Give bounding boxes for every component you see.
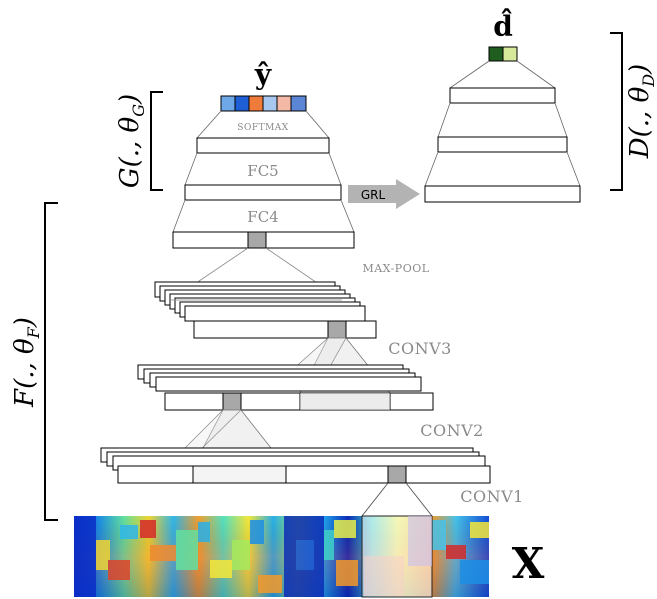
d-label: D(., θD)	[625, 64, 657, 159]
domain-cell-2	[502, 46, 518, 62]
softmax-cell-3	[248, 95, 264, 112]
conv2-label: CONV2	[420, 421, 484, 440]
conv2-unit	[222, 392, 242, 411]
fc5-label: FC5	[247, 162, 278, 180]
softmax-cell-2	[234, 95, 250, 112]
domain-classifier: d̂ D(., θD)	[424, 9, 657, 203]
softmax-cell-1	[220, 95, 236, 112]
fc4-unit	[247, 231, 267, 249]
f-bracket	[44, 202, 58, 521]
softmax-label: SOFTMAX	[237, 123, 289, 133]
fc5-output-layer	[196, 137, 330, 154]
conv1-unit	[387, 465, 407, 484]
fc5-layer	[184, 184, 342, 201]
domain-layer-3	[424, 185, 581, 203]
conv3-unit	[327, 320, 347, 339]
g-label: G(., θG)	[115, 94, 148, 188]
grl-label: GRL	[361, 188, 386, 202]
x-label: X	[512, 539, 545, 588]
domain-cell-1	[488, 46, 504, 62]
y-hat-label: ŷ	[254, 58, 272, 91]
conv2-feature-maps	[137, 364, 434, 411]
g-bracket	[150, 91, 163, 191]
gradient-reversal-layer: GRL	[348, 179, 420, 209]
conv3-label: CONV3	[388, 339, 452, 358]
d-bracket	[610, 32, 623, 191]
f-label: F(., θF)	[10, 317, 43, 408]
feature-extractor: MAX-POOL CONV3 CONV2	[10, 202, 524, 521]
maxpool-label: MAX-POOL	[362, 262, 429, 275]
grl-arrow	[348, 179, 420, 209]
domain-layer-2	[437, 136, 568, 153]
fc4-label: FC4	[247, 208, 278, 226]
input-heatmap: X	[74, 515, 545, 598]
conv3-feature-maps	[154, 281, 377, 339]
conv1-feature-maps	[100, 447, 491, 484]
softmax-cell-4	[262, 95, 278, 112]
conv1-label: CONV1	[460, 487, 524, 506]
domain-layer-1	[449, 87, 556, 104]
softmax-cell-6	[290, 95, 307, 112]
softmax-cell-5	[276, 95, 292, 112]
softmax-output-vector	[220, 95, 307, 112]
d-hat-label: d̂	[493, 9, 513, 43]
label-predictor: ŷ SOFTMAX FC5 FC4 G(., θG)	[115, 58, 355, 249]
